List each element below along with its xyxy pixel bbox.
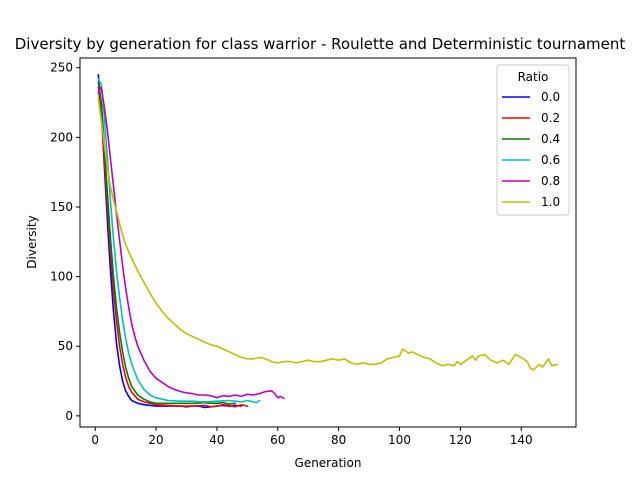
x-tick-label: 0 [91,433,99,447]
x-axis-label: Generation [295,456,362,470]
legend-entry: 1.0 [541,195,560,209]
axes-frame [79,57,577,428]
series-line-0.6 [97,78,261,404]
x-tick-label: 120 [449,433,472,447]
x-axis: 0 20 40 60 80 100 120 140 [91,427,533,447]
x-tick-label: 140 [510,433,533,447]
x-tick-label: 60 [270,433,285,447]
series-line-1.0 [97,97,559,371]
legend-entry: 0.2 [541,111,560,125]
plot-area [79,57,577,428]
legend-box [496,64,570,216]
x-tick-label: 80 [331,433,346,447]
series-lines [97,73,559,409]
y-tick-label: 250 [50,61,73,75]
series-line-0.4 [97,80,236,405]
y-tick-label: 0 [65,409,73,423]
legend-entry: 0.6 [541,153,560,167]
series-line-0.8 [97,86,285,400]
legend-title: Ratio [518,70,549,84]
y-tick-label: 50 [58,339,73,353]
chart-title: Diversity by generation for class warrio… [15,35,626,53]
legend-entry: 0.8 [541,174,560,188]
x-tick-label: 100 [388,433,411,447]
legend-entry: 0.4 [541,132,560,146]
legend: Ratio 0.0 0.2 0.4 0.6 0.8 1.0 [496,64,570,216]
y-tick-label: 200 [50,130,73,144]
y-axis-label: Diversity [25,215,39,268]
y-tick-label: 150 [50,200,73,214]
x-tick-label: 20 [148,433,163,447]
legend-entry: 0.0 [541,90,560,104]
x-tick-label: 40 [209,433,224,447]
series-line-0.2 [97,86,249,408]
y-tick-label: 100 [50,270,73,284]
y-axis: 0 50 100 150 200 250 [50,61,80,423]
